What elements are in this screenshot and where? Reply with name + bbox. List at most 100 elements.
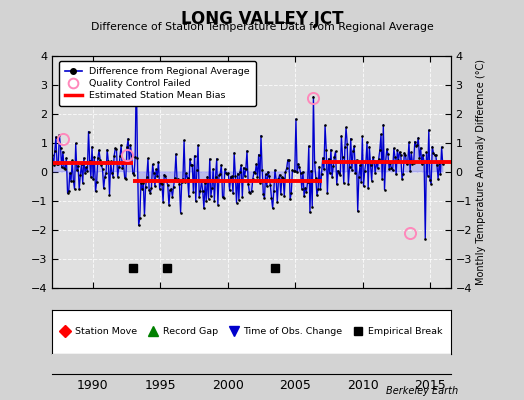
Point xyxy=(209,166,217,172)
Point xyxy=(339,154,347,160)
Point xyxy=(247,188,256,194)
Point xyxy=(424,127,433,133)
Point xyxy=(337,133,346,139)
Point xyxy=(303,179,312,186)
Point xyxy=(250,169,258,175)
Point xyxy=(214,201,222,208)
Point xyxy=(349,148,357,154)
Point xyxy=(329,163,337,170)
Point xyxy=(292,116,300,122)
Point xyxy=(143,174,151,180)
Point xyxy=(61,165,69,172)
Point xyxy=(313,192,321,198)
Point xyxy=(230,150,238,156)
Point xyxy=(97,162,105,168)
Point xyxy=(210,198,219,204)
Point xyxy=(259,191,268,197)
Point xyxy=(310,159,319,165)
Point xyxy=(159,199,167,205)
Point xyxy=(195,194,203,200)
Point xyxy=(365,144,374,150)
Point xyxy=(304,143,313,149)
Point xyxy=(397,152,405,158)
Point xyxy=(148,161,157,168)
Point xyxy=(67,178,75,184)
Point xyxy=(126,142,135,148)
Point xyxy=(330,154,339,160)
Point xyxy=(91,188,100,195)
Point xyxy=(354,208,362,214)
Point xyxy=(289,168,298,174)
Point xyxy=(63,190,72,196)
Point xyxy=(85,158,94,164)
Point xyxy=(434,176,442,182)
Point xyxy=(300,193,308,200)
Point xyxy=(109,174,117,180)
Point xyxy=(101,174,109,180)
Point xyxy=(319,155,327,161)
Text: Difference of Station Temperature Data from Regional Average: Difference of Station Temperature Data f… xyxy=(91,22,433,32)
Point xyxy=(59,148,67,155)
Point xyxy=(69,177,78,184)
Point xyxy=(342,124,350,130)
Point xyxy=(128,170,137,176)
Point xyxy=(378,176,386,182)
Point xyxy=(166,186,174,193)
Point xyxy=(232,200,241,206)
Point xyxy=(227,173,236,180)
Point xyxy=(346,135,355,142)
Point xyxy=(80,155,88,161)
Point xyxy=(257,132,265,139)
Point xyxy=(181,179,190,185)
Point xyxy=(278,174,286,180)
Point xyxy=(202,198,211,204)
Point xyxy=(277,191,285,198)
Point xyxy=(380,186,389,193)
Point xyxy=(50,148,59,155)
Point xyxy=(361,168,369,174)
Point xyxy=(178,178,186,185)
Point xyxy=(52,134,60,140)
Point xyxy=(288,167,297,173)
Text: LONG VALLEY JCT: LONG VALLEY JCT xyxy=(181,10,343,28)
Point xyxy=(433,162,441,168)
Point xyxy=(132,67,140,74)
Point xyxy=(301,185,310,191)
Point xyxy=(114,173,122,180)
Point xyxy=(416,155,424,161)
Point xyxy=(276,172,284,178)
Point xyxy=(177,209,185,216)
Point xyxy=(357,178,365,185)
Point xyxy=(151,183,159,190)
Point xyxy=(78,160,86,167)
Point xyxy=(325,170,334,176)
Point xyxy=(335,170,343,176)
Point xyxy=(103,146,112,153)
Point xyxy=(409,160,418,166)
Point xyxy=(268,205,277,212)
Point xyxy=(279,175,287,181)
Point xyxy=(136,215,144,222)
Point xyxy=(64,188,73,194)
Point xyxy=(436,171,445,177)
Point xyxy=(343,141,352,147)
Point xyxy=(419,151,427,158)
Point xyxy=(188,162,196,168)
Point xyxy=(344,181,353,187)
Point xyxy=(285,157,293,164)
Point xyxy=(82,164,90,170)
Point xyxy=(208,184,216,191)
Point xyxy=(237,162,245,169)
Point xyxy=(321,122,329,128)
Point xyxy=(184,193,193,199)
Point xyxy=(140,212,149,219)
Point xyxy=(94,155,102,161)
Point xyxy=(180,137,188,144)
Point xyxy=(171,174,179,181)
Point xyxy=(406,168,414,174)
Point xyxy=(183,175,192,182)
Point xyxy=(314,186,322,192)
Point xyxy=(57,144,65,151)
Point xyxy=(199,188,207,194)
Point xyxy=(402,161,411,168)
